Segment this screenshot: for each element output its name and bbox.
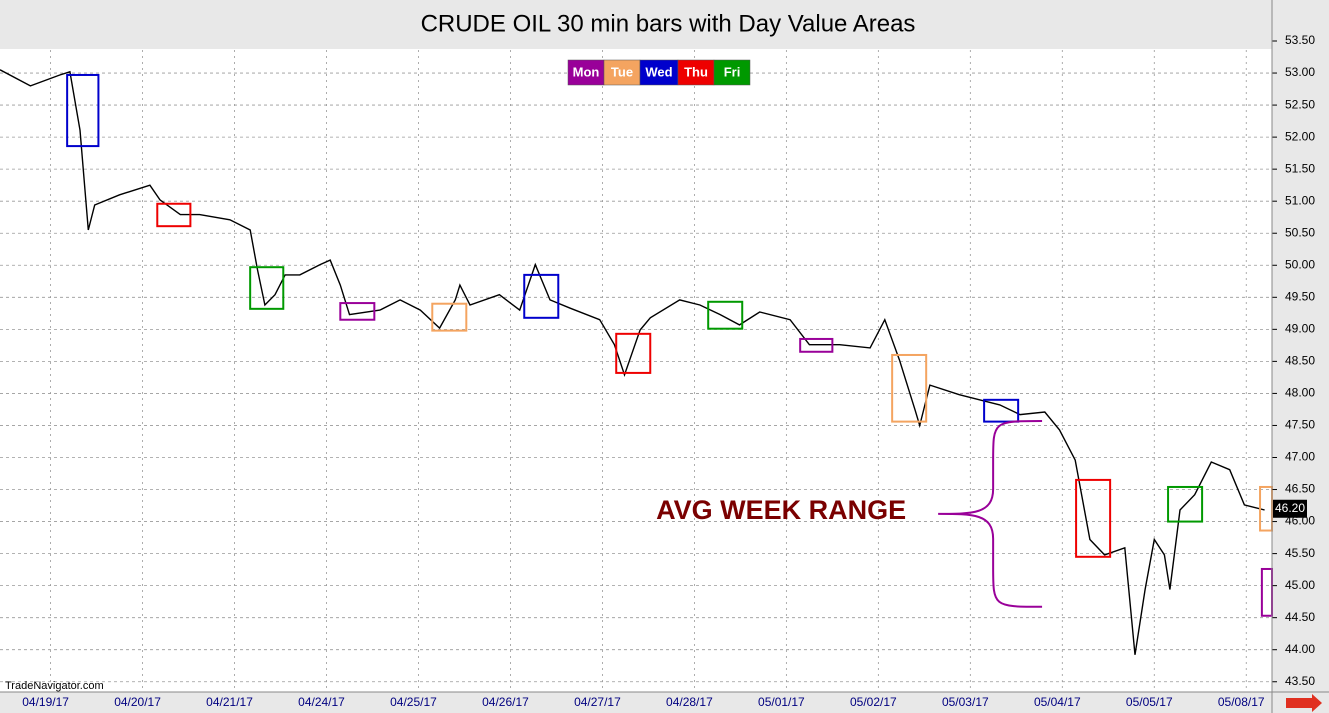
x-axis-panel	[0, 692, 1329, 713]
legend-swatch	[603, 59, 641, 86]
value-area-box	[156, 202, 192, 228]
y-tick-label: 49.00	[1285, 322, 1315, 336]
x-tick-label: 04/24/17	[298, 695, 345, 709]
y-tick-label: 48.00	[1285, 386, 1315, 400]
y-tick-label: 45.50	[1285, 546, 1315, 560]
x-tick-label: 04/25/17	[390, 695, 437, 709]
y-tick-label: 53.50	[1285, 33, 1315, 47]
legend-label: Tue	[611, 64, 633, 79]
y-tick-label: 52.50	[1285, 97, 1315, 111]
x-tick-label: 05/02/17	[850, 695, 897, 709]
legend-swatch	[677, 59, 715, 86]
watermark: TradeNavigator.com	[5, 680, 104, 692]
y-tick-label: 44.00	[1285, 642, 1315, 656]
x-tick-label: 05/01/17	[758, 695, 805, 709]
y-tick-label: 46.50	[1285, 482, 1315, 496]
legend-label: Thu	[684, 64, 708, 79]
y-tick-label: 48.50	[1285, 354, 1315, 368]
value-area-box	[249, 266, 285, 310]
y-tick-label: 52.00	[1285, 129, 1315, 143]
legend-swatch	[567, 59, 605, 86]
legend-swatch	[713, 59, 751, 86]
value-area-box	[615, 332, 652, 374]
value-area-box	[66, 73, 100, 148]
y-tick-label: 51.00	[1285, 193, 1315, 207]
scroll-arrow[interactable]	[1286, 694, 1322, 712]
plot-area	[0, 40, 1273, 692]
x-tick-label: 04/27/17	[574, 695, 621, 709]
value-area-box	[707, 300, 744, 330]
x-tick-label: 05/05/17	[1126, 695, 1173, 709]
x-tick-label: 04/19/17	[22, 695, 69, 709]
x-tick-label: 04/20/17	[114, 695, 161, 709]
y-tick-label: 44.50	[1285, 610, 1315, 624]
value-area-box	[431, 302, 468, 332]
range-brace	[938, 419, 1043, 608]
y-tick-label: 53.00	[1285, 65, 1315, 79]
last-value-box	[1273, 499, 1307, 518]
value-area-box	[1167, 485, 1204, 523]
value-area-box	[799, 337, 834, 353]
y-tick-label: 50.00	[1285, 257, 1315, 271]
legend-swatch	[639, 59, 679, 86]
x-tick-label: 04/21/17	[206, 695, 253, 709]
x-tick-label: 05/08/17	[1218, 695, 1265, 709]
y-tick-label: 47.50	[1285, 418, 1315, 432]
value-area-box	[1075, 478, 1112, 558]
title-bar	[0, 0, 1272, 49]
y-tick-label: 49.50	[1285, 289, 1315, 303]
value-area-box	[339, 302, 376, 321]
y-tick-label: 43.50	[1285, 674, 1315, 688]
value-area-box	[983, 398, 1020, 423]
value-area-box	[523, 273, 560, 319]
value-area-box	[891, 353, 928, 423]
y-axis-panel	[1272, 0, 1329, 713]
x-tick-label: 04/28/17	[666, 695, 713, 709]
x-tick-label: 04/26/17	[482, 695, 529, 709]
y-tick-label: 45.00	[1285, 578, 1315, 592]
x-tick-label: 05/03/17	[942, 695, 989, 709]
legend-label: Mon	[573, 64, 600, 79]
last-value-label: 46.20	[1275, 501, 1305, 515]
y-tick-label: 51.50	[1285, 161, 1315, 175]
legend-label: Wed	[645, 64, 672, 79]
chart-title: CRUDE OIL 30 min bars with Day Value Are…	[421, 10, 916, 37]
y-tick-label: 47.00	[1285, 450, 1315, 464]
legend-label: Fri	[724, 64, 741, 79]
x-tick-label: 05/04/17	[1034, 695, 1081, 709]
price-line	[0, 69, 1265, 655]
y-tick-label: 50.50	[1285, 225, 1315, 239]
annotation: AVG WEEK RANGE	[656, 495, 906, 525]
